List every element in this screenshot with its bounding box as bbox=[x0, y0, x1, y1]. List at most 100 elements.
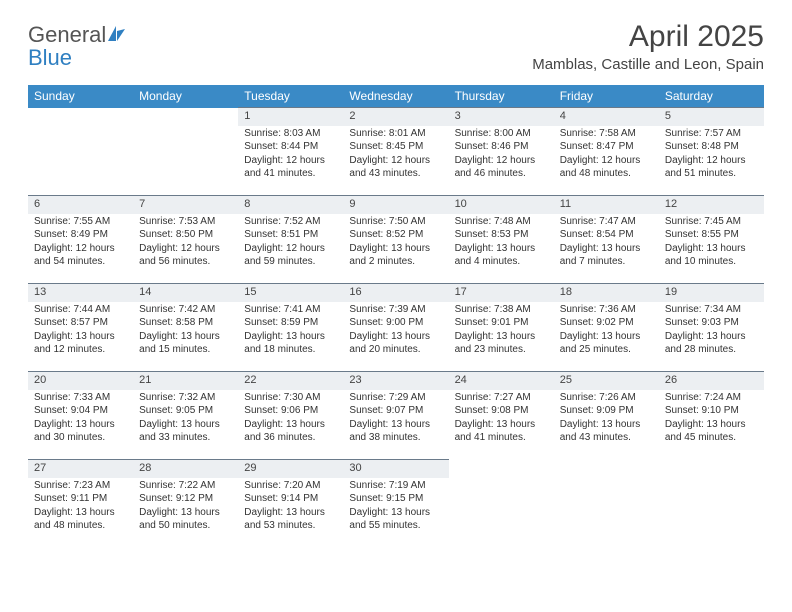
sunrise-line: Sunrise: 7:27 AM bbox=[455, 391, 548, 405]
day-number-cell: 14 bbox=[133, 284, 238, 302]
day-content-cell: Sunrise: 7:41 AMSunset: 8:59 PMDaylight:… bbox=[238, 302, 343, 372]
sunset-line: Sunset: 8:45 PM bbox=[349, 140, 442, 154]
content-row: Sunrise: 7:23 AMSunset: 9:11 PMDaylight:… bbox=[28, 478, 764, 548]
daylight-line: Daylight: 12 hours and 43 minutes. bbox=[349, 154, 442, 181]
sunset-line: Sunset: 9:12 PM bbox=[139, 492, 232, 506]
daynum-row: 13141516171819 bbox=[28, 284, 764, 302]
daylight-line: Daylight: 13 hours and 43 minutes. bbox=[560, 418, 653, 445]
sunrise-line: Sunrise: 7:34 AM bbox=[665, 303, 758, 317]
sunset-line: Sunset: 9:00 PM bbox=[349, 316, 442, 330]
day-number-cell: 20 bbox=[28, 372, 133, 390]
day-number-cell: 9 bbox=[343, 196, 448, 214]
daylight-line: Daylight: 12 hours and 51 minutes. bbox=[665, 154, 758, 181]
sunrise-line: Sunrise: 7:23 AM bbox=[34, 479, 127, 493]
calendar-head: SundayMondayTuesdayWednesdayThursdayFrid… bbox=[28, 85, 764, 108]
day-header: Thursday bbox=[449, 85, 554, 108]
sunrise-line: Sunrise: 8:00 AM bbox=[455, 127, 548, 141]
sunrise-line: Sunrise: 7:33 AM bbox=[34, 391, 127, 405]
day-content-cell: Sunrise: 7:58 AMSunset: 8:47 PMDaylight:… bbox=[554, 126, 659, 196]
day-number-cell: 26 bbox=[659, 372, 764, 390]
sunset-line: Sunset: 9:04 PM bbox=[34, 404, 127, 418]
daylight-line: Daylight: 12 hours and 48 minutes. bbox=[560, 154, 653, 181]
daylight-line: Daylight: 12 hours and 59 minutes. bbox=[244, 242, 337, 269]
sunrise-line: Sunrise: 7:38 AM bbox=[455, 303, 548, 317]
day-number-cell: 15 bbox=[238, 284, 343, 302]
daynum-row: 6789101112 bbox=[28, 196, 764, 214]
sunrise-line: Sunrise: 7:20 AM bbox=[244, 479, 337, 493]
sunset-line: Sunset: 8:47 PM bbox=[560, 140, 653, 154]
day-number-cell: 27 bbox=[28, 460, 133, 478]
day-header: Friday bbox=[554, 85, 659, 108]
sunrise-line: Sunrise: 7:24 AM bbox=[665, 391, 758, 405]
sunset-line: Sunset: 9:07 PM bbox=[349, 404, 442, 418]
sunrise-line: Sunrise: 7:58 AM bbox=[560, 127, 653, 141]
day-number-cell bbox=[133, 108, 238, 126]
day-number-cell: 8 bbox=[238, 196, 343, 214]
day-number-cell: 10 bbox=[449, 196, 554, 214]
day-number-cell: 12 bbox=[659, 196, 764, 214]
day-content-cell: Sunrise: 7:47 AMSunset: 8:54 PMDaylight:… bbox=[554, 214, 659, 284]
sunset-line: Sunset: 9:10 PM bbox=[665, 404, 758, 418]
logo: General Blue bbox=[28, 24, 126, 70]
day-content-cell: Sunrise: 7:45 AMSunset: 8:55 PMDaylight:… bbox=[659, 214, 764, 284]
day-number-cell: 17 bbox=[449, 284, 554, 302]
sunset-line: Sunset: 9:02 PM bbox=[560, 316, 653, 330]
sunset-line: Sunset: 9:06 PM bbox=[244, 404, 337, 418]
sunset-line: Sunset: 8:59 PM bbox=[244, 316, 337, 330]
day-number-cell: 5 bbox=[659, 108, 764, 126]
day-content-cell: Sunrise: 8:00 AMSunset: 8:46 PMDaylight:… bbox=[449, 126, 554, 196]
day-content-cell: Sunrise: 7:22 AMSunset: 9:12 PMDaylight:… bbox=[133, 478, 238, 548]
sunset-line: Sunset: 8:55 PM bbox=[665, 228, 758, 242]
sunset-line: Sunset: 8:48 PM bbox=[665, 140, 758, 154]
day-content-cell: Sunrise: 7:33 AMSunset: 9:04 PMDaylight:… bbox=[28, 390, 133, 460]
day-number-cell: 23 bbox=[343, 372, 448, 390]
sunset-line: Sunset: 9:01 PM bbox=[455, 316, 548, 330]
day-content-cell bbox=[449, 478, 554, 548]
month-title: April 2025 bbox=[532, 20, 764, 54]
day-number-cell: 30 bbox=[343, 460, 448, 478]
daylight-line: Daylight: 13 hours and 28 minutes. bbox=[665, 330, 758, 357]
sunrise-line: Sunrise: 7:44 AM bbox=[34, 303, 127, 317]
day-content-cell: Sunrise: 7:29 AMSunset: 9:07 PMDaylight:… bbox=[343, 390, 448, 460]
daylight-line: Daylight: 13 hours and 48 minutes. bbox=[34, 506, 127, 533]
day-content-cell bbox=[554, 478, 659, 548]
day-content-cell: Sunrise: 7:57 AMSunset: 8:48 PMDaylight:… bbox=[659, 126, 764, 196]
sunset-line: Sunset: 9:11 PM bbox=[34, 492, 127, 506]
sunrise-line: Sunrise: 7:47 AM bbox=[560, 215, 653, 229]
sunset-line: Sunset: 8:57 PM bbox=[34, 316, 127, 330]
day-header: Monday bbox=[133, 85, 238, 108]
day-content-cell: Sunrise: 7:44 AMSunset: 8:57 PMDaylight:… bbox=[28, 302, 133, 372]
day-number-cell: 25 bbox=[554, 372, 659, 390]
content-row: Sunrise: 7:44 AMSunset: 8:57 PM Daylight:… bbox=[28, 302, 764, 372]
page: General Blue April 2025 Mamblas, Castill… bbox=[0, 0, 792, 568]
day-content-cell bbox=[659, 478, 764, 548]
day-content-cell: Sunrise: 7:42 AMSunset: 8:58 PMDaylight:… bbox=[133, 302, 238, 372]
day-content-cell: Sunrise: 8:03 AMSunset: 8:44 PMDaylight:… bbox=[238, 126, 343, 196]
daylight-line: Daylight: 13 hours and 20 minutes. bbox=[349, 330, 442, 357]
logo-text-general: General bbox=[28, 22, 106, 47]
day-content-cell: Sunrise: 7:27 AMSunset: 9:08 PMDaylight:… bbox=[449, 390, 554, 460]
sunrise-line: Sunrise: 7:41 AM bbox=[244, 303, 337, 317]
day-content-cell bbox=[133, 126, 238, 196]
day-number-cell: 24 bbox=[449, 372, 554, 390]
day-number-cell bbox=[28, 108, 133, 126]
sunrise-line: Sunrise: 7:57 AM bbox=[665, 127, 758, 141]
day-content-cell: Sunrise: 7:50 AMSunset: 8:52 PMDaylight:… bbox=[343, 214, 448, 284]
sunrise-line: Sunrise: 7:52 AM bbox=[244, 215, 337, 229]
content-row: Sunrise: 7:33 AMSunset: 9:04 PM Daylight:… bbox=[28, 390, 764, 460]
day-number-cell: 2 bbox=[343, 108, 448, 126]
daylight-line: Daylight: 13 hours and 25 minutes. bbox=[560, 330, 653, 357]
daylight-line: Daylight: 12 hours and 56 minutes. bbox=[139, 242, 232, 269]
day-header: Saturday bbox=[659, 85, 764, 108]
content-row: Sunrise: 8:03 AMSunset: 8:44 PMDaylight:… bbox=[28, 126, 764, 196]
day-number-cell: 22 bbox=[238, 372, 343, 390]
day-content-cell: Sunrise: 7:30 AMSunset: 9:06 PMDaylight:… bbox=[238, 390, 343, 460]
daylight-line: Daylight: 12 hours and 41 minutes. bbox=[244, 154, 337, 181]
sunset-line: Sunset: 9:14 PM bbox=[244, 492, 337, 506]
daylight-line: Daylight: 13 hours and 15 minutes. bbox=[139, 330, 232, 357]
sunrise-line: Sunrise: 7:30 AM bbox=[244, 391, 337, 405]
sunrise-line: Sunrise: 7:48 AM bbox=[455, 215, 548, 229]
sunset-line: Sunset: 8:49 PM bbox=[34, 228, 127, 242]
sunset-line: Sunset: 8:53 PM bbox=[455, 228, 548, 242]
sunrise-line: Sunrise: 7:36 AM bbox=[560, 303, 653, 317]
